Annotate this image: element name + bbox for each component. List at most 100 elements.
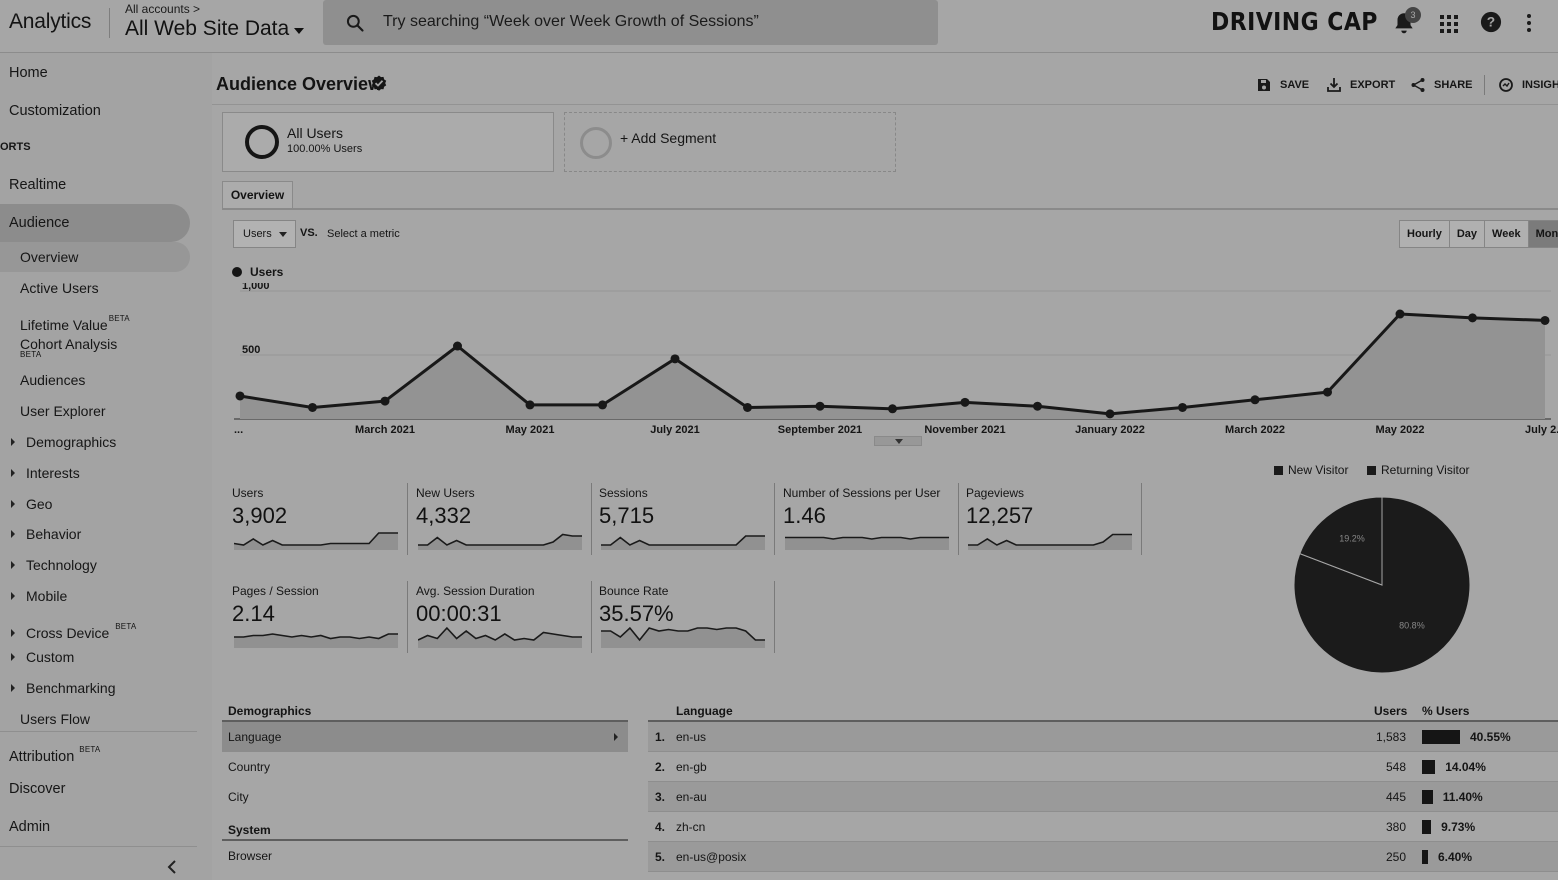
sidebar-item-attribution[interactable]: Attribution BETA xyxy=(9,735,100,765)
sidebar-item-overview[interactable]: Overview xyxy=(20,249,79,265)
scorecard-sessions[interactable]: Sessions 5,715 xyxy=(591,483,775,558)
scorecard-value: 5,715 xyxy=(599,503,655,528)
chart-resize-handle[interactable] xyxy=(874,436,922,446)
compare-metric-selector[interactable]: Select a metric xyxy=(327,228,400,240)
sidebar-item-custom[interactable]: Custom xyxy=(11,642,74,672)
area-fill xyxy=(240,314,1545,419)
more-vert-icon[interactable] xyxy=(1522,12,1536,34)
data-point[interactable] xyxy=(815,401,825,411)
sparkline-line xyxy=(234,532,398,546)
caret-right-icon xyxy=(11,500,15,508)
data-point[interactable] xyxy=(235,391,245,401)
sidebar-divider xyxy=(0,731,197,732)
sidebar-item-lifetime-value[interactable]: Lifetime ValueBETA xyxy=(20,304,130,334)
segment-all-users[interactable]: All Users 100.00% Users xyxy=(222,112,554,172)
table-row[interactable]: 4. zh-cn 380 9.73% xyxy=(648,812,1558,842)
sparkline-fill xyxy=(601,536,765,550)
data-point[interactable] xyxy=(1323,387,1332,397)
sidebar-item-demographics[interactable]: Demographics xyxy=(11,427,116,457)
tab-overview[interactable]: Overview xyxy=(222,181,293,209)
scorecard-pages-per-session[interactable]: Pages / Session 2.14 xyxy=(224,581,408,656)
metric-dropdown[interactable]: Users xyxy=(233,220,296,248)
row-language[interactable]: en-us xyxy=(676,730,707,744)
scorecard-avg-session-duration[interactable]: Avg. Session Duration 00:00:31 xyxy=(408,581,592,656)
system-item-browser[interactable]: Browser xyxy=(228,849,273,863)
data-point[interactable] xyxy=(308,402,317,412)
sidebar-item-discover[interactable]: Discover xyxy=(9,781,66,797)
scorecard-pageviews[interactable]: Pageviews 12,257 xyxy=(958,483,1142,558)
scorecard-label: Pageviews xyxy=(966,486,1025,500)
data-point[interactable] xyxy=(960,397,970,407)
sidebar-item-customization[interactable]: Customization xyxy=(9,103,101,119)
data-point[interactable] xyxy=(1178,402,1187,412)
scorecard-new-users[interactable]: New Users 4,332 xyxy=(408,483,592,558)
add-segment-button[interactable]: + Add Segment xyxy=(564,112,896,172)
row-language[interactable]: en-us@posix xyxy=(676,850,747,864)
pie-slice-returning-visitor[interactable] xyxy=(1299,496,1383,586)
data-point[interactable] xyxy=(1395,309,1405,319)
sidebar-item-mobile[interactable]: Mobile xyxy=(11,581,67,611)
data-point[interactable] xyxy=(453,341,462,351)
sidebar-item-audience[interactable]: Audience xyxy=(9,215,70,231)
demographics-item-language[interactable]: Language xyxy=(222,722,628,752)
data-point[interactable] xyxy=(743,402,752,412)
table-row[interactable]: 2. en-gb 548 14.04% xyxy=(648,752,1558,782)
sidebar-item-cohort-analysis[interactable]: Cohort Analysis xyxy=(20,336,118,352)
sidebar-item-interests[interactable]: Interests xyxy=(11,458,80,488)
apps-icon[interactable] xyxy=(1439,14,1459,34)
sidebar-item-behavior[interactable]: Behavior xyxy=(11,519,81,549)
scorecard-bounce-rate[interactable]: Bounce Rate 35.57% xyxy=(591,581,775,656)
table-row[interactable]: 5. en-us@posix 250 6.40% xyxy=(648,842,1558,872)
data-point[interactable] xyxy=(1468,313,1477,323)
sidebar-item-active-users[interactable]: Active Users xyxy=(20,280,99,296)
sidebar-item-benchmarking[interactable]: Benchmarking xyxy=(11,673,116,703)
help-icon[interactable]: ? xyxy=(1480,11,1502,33)
sidebar-item-technology[interactable]: Technology xyxy=(11,550,97,580)
analytics-brand[interactable]: Analytics xyxy=(9,10,92,33)
chevron-down-icon[interactable] xyxy=(294,28,304,34)
scorecard-sessions-per-user[interactable]: Number of Sessions per User 1.46 xyxy=(775,483,959,558)
data-point[interactable] xyxy=(888,404,897,414)
sidebar-item-realtime[interactable]: Realtime xyxy=(9,177,67,193)
account-breadcrumb[interactable]: All accounts > xyxy=(125,2,201,16)
granularity-month-button[interactable]: Month xyxy=(1527,220,1558,248)
data-point[interactable] xyxy=(598,400,607,410)
demographics-item-country[interactable]: Country xyxy=(228,760,271,774)
granularity-week-button[interactable]: Week xyxy=(1484,220,1529,248)
sidebar-item-admin[interactable]: Admin xyxy=(9,819,51,835)
collapse-sidebar-icon[interactable] xyxy=(166,859,178,875)
data-point[interactable] xyxy=(670,354,680,364)
data-point[interactable] xyxy=(380,396,390,406)
granularity-day-button[interactable]: Day xyxy=(1448,220,1486,248)
data-point[interactable] xyxy=(525,400,535,410)
data-point[interactable] xyxy=(1250,395,1260,405)
property-selector[interactable]: All Web Site Data xyxy=(125,17,290,40)
data-point[interactable] xyxy=(1540,315,1550,325)
row-language[interactable]: en-au xyxy=(676,790,707,804)
sidebar-item-cross-device[interactable]: Cross Device BETA xyxy=(11,612,136,642)
sidebar-item-label: Attribution xyxy=(9,749,75,765)
search-input[interactable] xyxy=(383,10,923,34)
data-point[interactable] xyxy=(1033,401,1042,411)
insights-button[interactable]: INSIGHTS xyxy=(1498,75,1558,95)
row-language[interactable]: zh-cn xyxy=(676,820,706,834)
search-bar[interactable] xyxy=(323,0,938,45)
sidebar-item-audiences[interactable]: Audiences xyxy=(20,372,86,388)
sidebar-item-user-explorer[interactable]: User Explorer xyxy=(20,403,106,419)
table-row[interactable]: 3. en-au 445 11.40% xyxy=(648,782,1558,812)
row-language[interactable]: en-gb xyxy=(676,760,707,774)
sparkline xyxy=(234,532,398,550)
legend-swatch xyxy=(1367,466,1376,475)
scorecard-label: New Users xyxy=(416,486,475,500)
data-point[interactable] xyxy=(1105,409,1115,419)
scorecard-users[interactable]: Users 3,902 xyxy=(224,483,408,558)
sidebar-item-home[interactable]: Home xyxy=(9,65,48,81)
sidebar-item-label: Custom xyxy=(26,649,75,665)
granularity-hourly-button[interactable]: Hourly xyxy=(1399,220,1450,248)
sidebar-item-geo[interactable]: Geo xyxy=(11,489,52,519)
row-share-bar xyxy=(1422,790,1433,804)
sidebar-item-users-flow[interactable]: Users Flow xyxy=(20,711,91,727)
table-row[interactable]: 1. en-us 1,583 40.55% xyxy=(648,722,1558,752)
row-share-bar xyxy=(1422,730,1460,744)
demographics-item-city[interactable]: City xyxy=(228,790,249,804)
